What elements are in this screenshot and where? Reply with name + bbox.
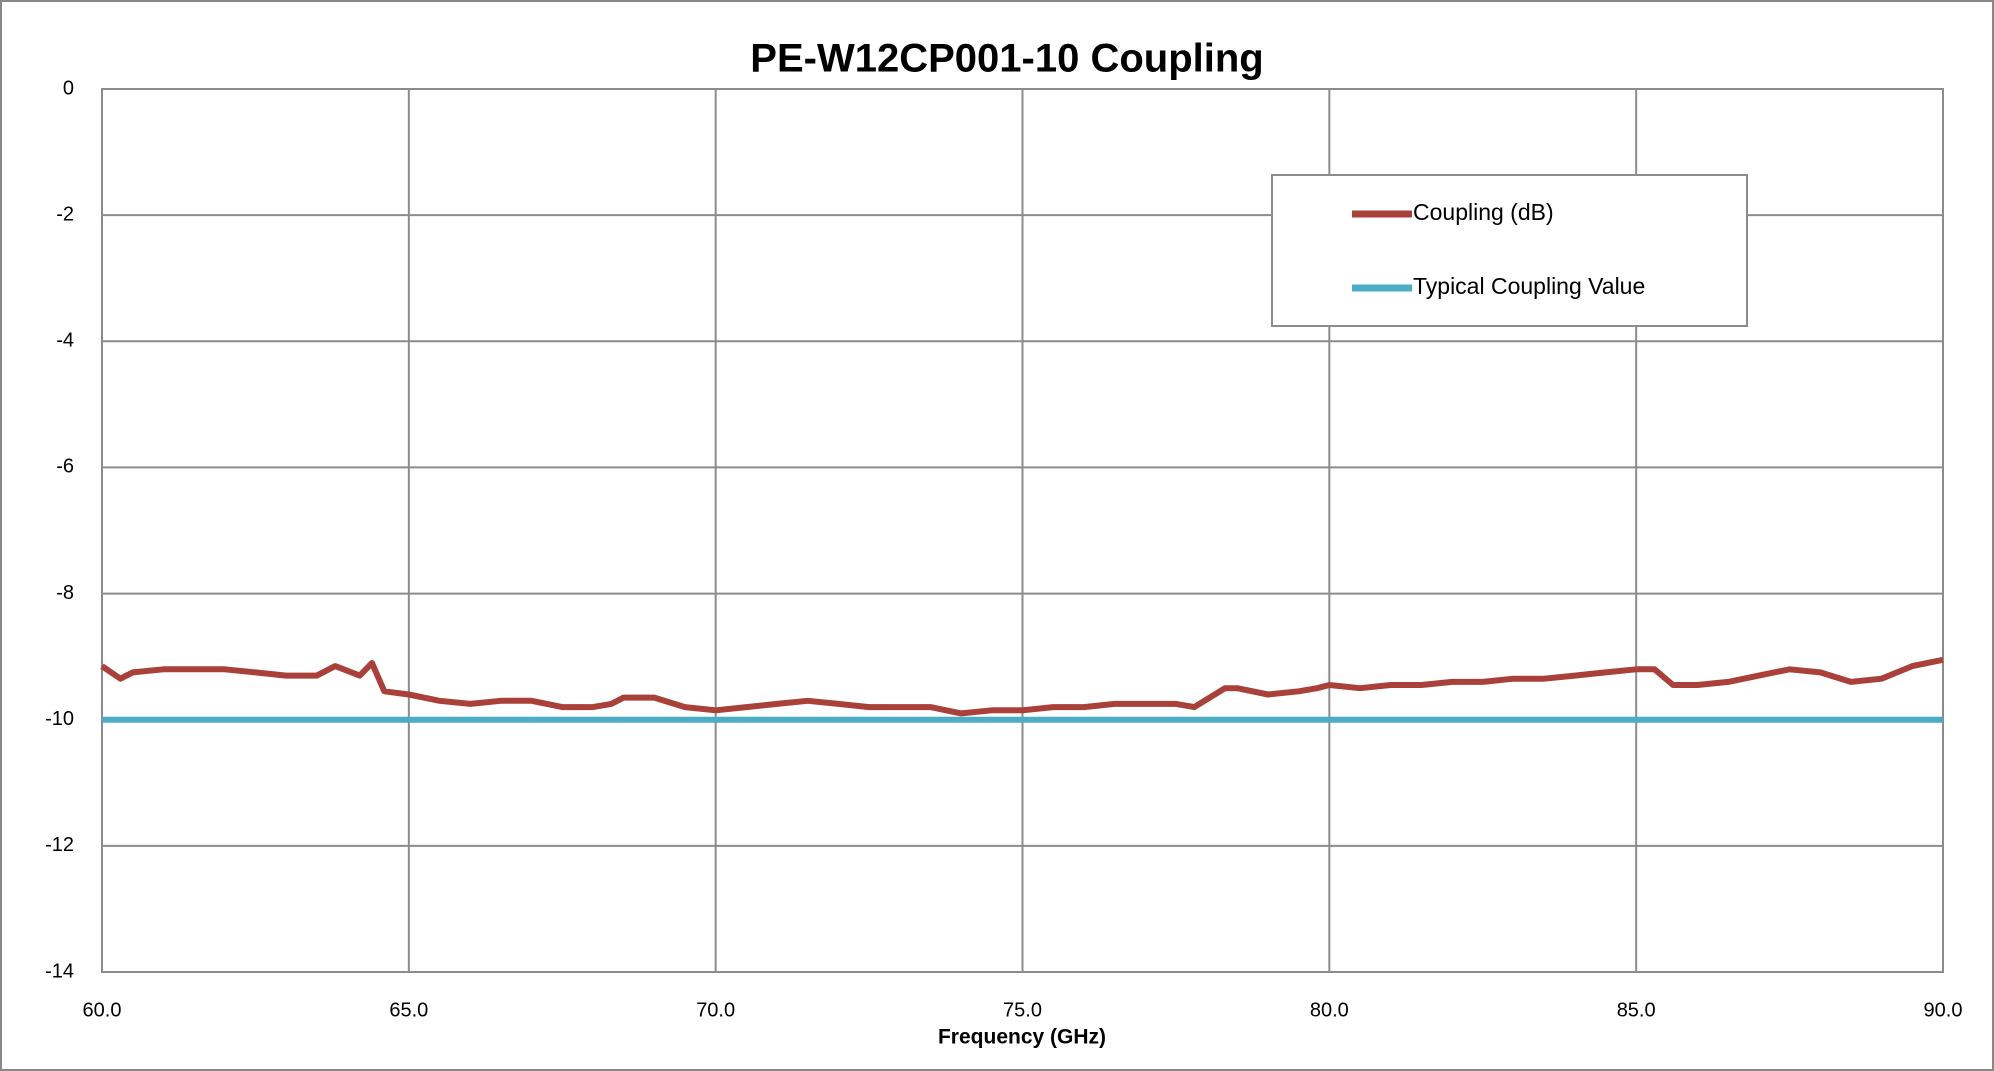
x-tick-label: 80.0 xyxy=(1310,999,1349,1021)
y-tick-label: -2 xyxy=(56,203,74,225)
y-tick-label: -12 xyxy=(45,834,74,856)
data-line xyxy=(100,656,1944,717)
x-axis-label: Frequency (GHz) xyxy=(938,1026,1106,1049)
x-tick-label: 75.0 xyxy=(1003,999,1042,1021)
legend-label: Coupling (dB) xyxy=(1413,199,1554,225)
y-tick-label: -14 xyxy=(45,960,74,982)
chart-title: PE-W12CP001-10 Coupling xyxy=(750,37,1263,81)
legend-label: Typical Coupling Value xyxy=(1413,273,1645,299)
x-tick-label: 85.0 xyxy=(1617,999,1656,1021)
x-tick-label: 65.0 xyxy=(389,999,428,1021)
y-tick-label: -8 xyxy=(56,582,74,604)
x-tick-label: 70.0 xyxy=(696,999,735,1021)
legend-box xyxy=(1271,174,1748,327)
legend: Coupling (dB) Typical Coupling Value xyxy=(1271,174,1748,327)
y-tick-label: -6 xyxy=(56,456,74,478)
x-tick-label: 60.0 xyxy=(83,999,122,1021)
y-tick-label: -10 xyxy=(45,708,74,730)
x-tick-label: 90.0 xyxy=(1924,999,1963,1021)
plot-border xyxy=(101,88,1944,973)
y-tick-label: 0 xyxy=(63,77,74,99)
y-tick-label: -4 xyxy=(56,330,74,352)
